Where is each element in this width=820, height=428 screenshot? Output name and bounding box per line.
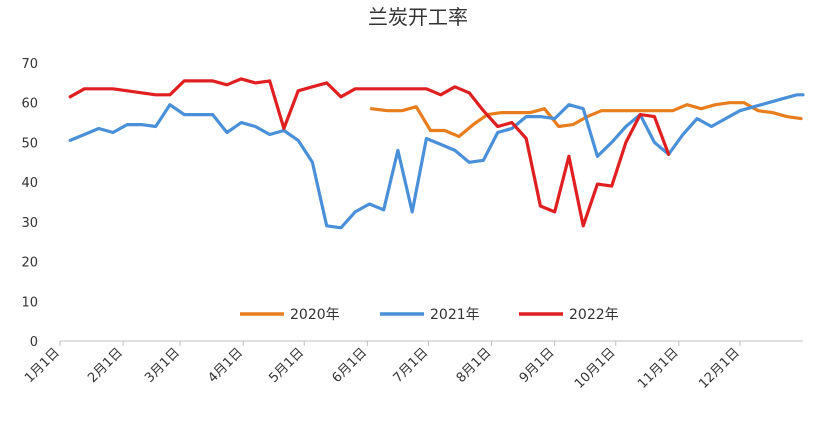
y-tick-label: 20 — [21, 256, 38, 271]
y-tick-label: 70 — [21, 57, 38, 72]
x-tick-label: 10月1日 — [572, 345, 619, 392]
x-tick-label: 2月1日 — [85, 345, 126, 386]
series-line-2 — [68, 77, 671, 228]
legend-label-1: 2021年 — [430, 307, 480, 323]
x-axis: 1月1日 2月1日 3月1日 4月1日 5月1日 6月1日 7月1日 8月1日 9月1日 10月1… — [22, 340, 803, 392]
legend-label-2: 2022年 — [569, 307, 619, 323]
x-tick-label: 11月1日 — [635, 345, 682, 392]
x-tick-label: 1月1日 — [22, 345, 63, 386]
series-line-1 — [68, 93, 805, 230]
x-tick-label: 6月1日 — [330, 345, 371, 386]
y-axis: 0 10 20 30 40 50 60 70 — [21, 57, 38, 350]
legend-label-0: 2020年 — [290, 307, 340, 323]
x-tick-label: 12月1日 — [696, 345, 743, 392]
y-tick-label: 10 — [21, 295, 38, 310]
y-tick-label: 50 — [21, 136, 38, 151]
y-tick-label: 40 — [21, 176, 38, 191]
x-tick-label: 5月1日 — [266, 345, 307, 386]
x-tick-label: 8月1日 — [454, 345, 495, 386]
legend: 2020年 2021年 2022年 — [240, 307, 619, 323]
y-tick-label: 30 — [21, 216, 38, 231]
y-tick-label: 60 — [21, 97, 38, 112]
y-tick-label: 0 — [30, 335, 38, 350]
chart-title: 兰炭开工率 — [368, 5, 468, 29]
x-tick-label: 3月1日 — [142, 345, 183, 386]
x-tick-label: 7月1日 — [391, 345, 432, 386]
x-tick-label: 4月1日 — [205, 345, 246, 386]
series-layer — [68, 77, 805, 230]
x-tick-label: 9月1日 — [517, 345, 558, 386]
